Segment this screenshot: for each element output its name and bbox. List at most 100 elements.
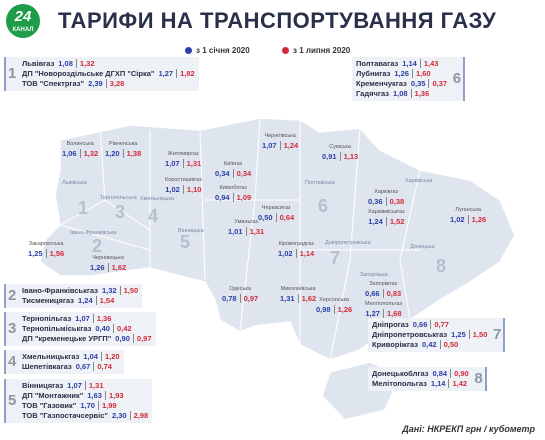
tariff-july: 0,97: [239, 294, 259, 303]
company-name: Мелітопольгаз: [372, 379, 427, 388]
tariff-january: 0,36: [368, 197, 383, 206]
company-row: Хмельницькгаз 1,04 1,20: [22, 352, 120, 362]
zone-number: 3: [8, 320, 17, 337]
tariff-july: 1,36: [410, 89, 430, 98]
company-row: Шепетівкагаз 0,67 0,74: [22, 362, 120, 372]
company-row: Тисменицягаз 1,24 1,54: [22, 296, 138, 306]
tariff-july: 1,38: [122, 149, 142, 158]
region-name: Уманьгаз: [234, 219, 258, 225]
company-row: ТОВ "Спектргаз" 2,39 3,28: [22, 79, 195, 89]
tariff-january: 0,66: [412, 320, 428, 329]
company-row: ДП "Монтажник" 1,63 1,93: [22, 391, 148, 401]
region-name: Донецька: [410, 244, 435, 250]
tariff-july: 1,31: [245, 227, 265, 236]
tariff-january: 0,78: [222, 294, 237, 303]
region-name: Харківгаз: [374, 189, 398, 195]
company-row: Полтавагаз 1,14 1,43: [356, 59, 447, 69]
tariff-july: 1,14: [295, 249, 315, 258]
company-row: Івано-Франківськгаз 1,32 1,50: [22, 286, 139, 296]
region-name: Вінницька: [178, 228, 204, 234]
tariff-january: 0,35: [410, 79, 426, 88]
legend-swatch: [185, 47, 192, 54]
region-name: Київгаз: [224, 161, 243, 167]
map-label: Сумська 0,91 1,13: [322, 143, 359, 161]
zone-number: 3: [115, 202, 126, 222]
tariff-july: 0,50: [439, 340, 459, 349]
company-row: Криворіжгаз 0,42 0,50: [372, 340, 487, 350]
tariff-january: 0,90: [115, 334, 130, 343]
source: Дані: НКРЕКП грн / кубометр: [402, 424, 535, 434]
region-name: Черкасигаз: [261, 205, 291, 211]
tariff-july: 1,26: [467, 215, 487, 224]
tariff-january: 1,02: [165, 185, 180, 194]
company-box: 4 Хмельницькгаз 1,04 1,20 Шепетівкагаз 0,67 0,…: [4, 350, 124, 374]
map-label: Херсонська 0,98 1,26: [316, 296, 353, 314]
region-name: Миколаївська: [280, 286, 316, 292]
tariff-january: 1,26: [394, 69, 409, 78]
company-name: Тернопільгаз: [22, 314, 72, 323]
company-name: Львівгаз: [22, 59, 55, 68]
map-label: Луганська 1,02 1,26: [450, 206, 487, 224]
company-row: Кременчукгаз 0,35 0,37: [356, 79, 448, 89]
company-row: ТОВ "Газовик" 1,70 1,99: [22, 401, 148, 411]
company-box: 1 Львівгаз 1,08 1,32 ДП "Новороздільське ДГХ…: [4, 57, 199, 91]
tariff-july: 1,09: [232, 193, 252, 202]
map-label: Київоблгаз 0,94 1,09: [215, 184, 252, 202]
tariff-july: 0,83: [382, 289, 402, 298]
tariff-july: 1,43: [419, 59, 439, 68]
tariff-january: 1,08: [392, 89, 408, 98]
zone-number: 2: [92, 236, 103, 256]
company-name: Кременчукгаз: [356, 79, 407, 88]
tariff-january: 0,50: [258, 213, 273, 222]
region-name: Чернівецька: [92, 255, 124, 261]
company-name: Івано-Франківськгаз: [22, 286, 98, 295]
tariff-july: 1,99: [97, 401, 117, 410]
region-name: Коростишівгаз: [165, 177, 202, 183]
map-label: Волинська 1,06 1,32: [62, 140, 99, 158]
map-label: Чернігівська 1,07 1,24: [262, 132, 299, 150]
region-name: Сумська: [329, 144, 351, 150]
tariff-january: 1,06: [62, 149, 77, 158]
zone-number: 4: [8, 353, 17, 370]
zone-number: 8: [436, 256, 447, 276]
region-name: Волинська: [66, 141, 94, 147]
region-name: Кіровоградгаз: [278, 241, 314, 247]
tariff-july: 1,82: [176, 69, 195, 78]
company-row: Тернопільгаз 1,07 1,36: [22, 314, 152, 324]
company-name: Дніпропетровськгаз: [372, 330, 448, 339]
company-box: 7 Дніпрогаз 0,66 0,77 Дніпропетровськгаз 1,25…: [368, 318, 506, 352]
map-label: Харківгаз 0,36 0,38: [368, 188, 405, 206]
tariff-july: 1,68: [382, 309, 402, 318]
zone-number: 8: [474, 370, 483, 387]
company-row: Дніпрогаз 0,66 0,77: [372, 320, 487, 330]
tariff-july: 1,36: [92, 314, 112, 323]
zone-number: 4: [148, 206, 159, 226]
tariff-july: 2,98: [129, 411, 149, 420]
map-label: Коростишівгаз 1,02 1,10: [165, 176, 202, 194]
tariff-july: 1,60: [411, 69, 431, 78]
region-name: Одеська: [229, 286, 251, 292]
tariff-january: 0,42: [421, 340, 437, 349]
tariff-january: 0,94: [215, 193, 230, 202]
map-label: Черкасигаз 0,50 0,64: [258, 204, 295, 222]
tariff-july: 0,42: [112, 324, 132, 333]
company-row: Львівгаз 1,08 1,32: [22, 59, 195, 69]
company-row: Вінницягаз 1,07 1,31: [22, 381, 148, 391]
company-row: Гадячгаз 1,08 1,36: [356, 89, 447, 99]
region-name: Київоблгаз: [219, 185, 247, 191]
tariff-july: 0,37: [428, 79, 448, 88]
company-name: ТОВ "Газовик": [22, 401, 77, 410]
zone-number: 6: [318, 196, 329, 216]
region-name: Житомиргаз: [167, 151, 199, 157]
tariff-january: 1,01: [228, 227, 243, 236]
tariff-july: 0,77: [430, 320, 449, 329]
map-label: Харківміськгаз 1,24 1,52: [368, 208, 405, 226]
tariff-january: 0,98: [316, 305, 331, 314]
company-row: Донецькоблгаз 0,84 0,90: [372, 369, 469, 379]
company-name: ДП "Новороздільське ДГХП "Сірка": [22, 69, 155, 78]
map-label: Запоріжгаз 0,66 0,83: [365, 280, 402, 298]
tariff-july: 0,90: [450, 369, 469, 378]
legend-label: з 1 липня 2020: [293, 46, 351, 55]
company-row: Тернопільміськгаз 0,40 0,42: [22, 324, 152, 334]
tariff-july: 0,74: [93, 362, 112, 371]
